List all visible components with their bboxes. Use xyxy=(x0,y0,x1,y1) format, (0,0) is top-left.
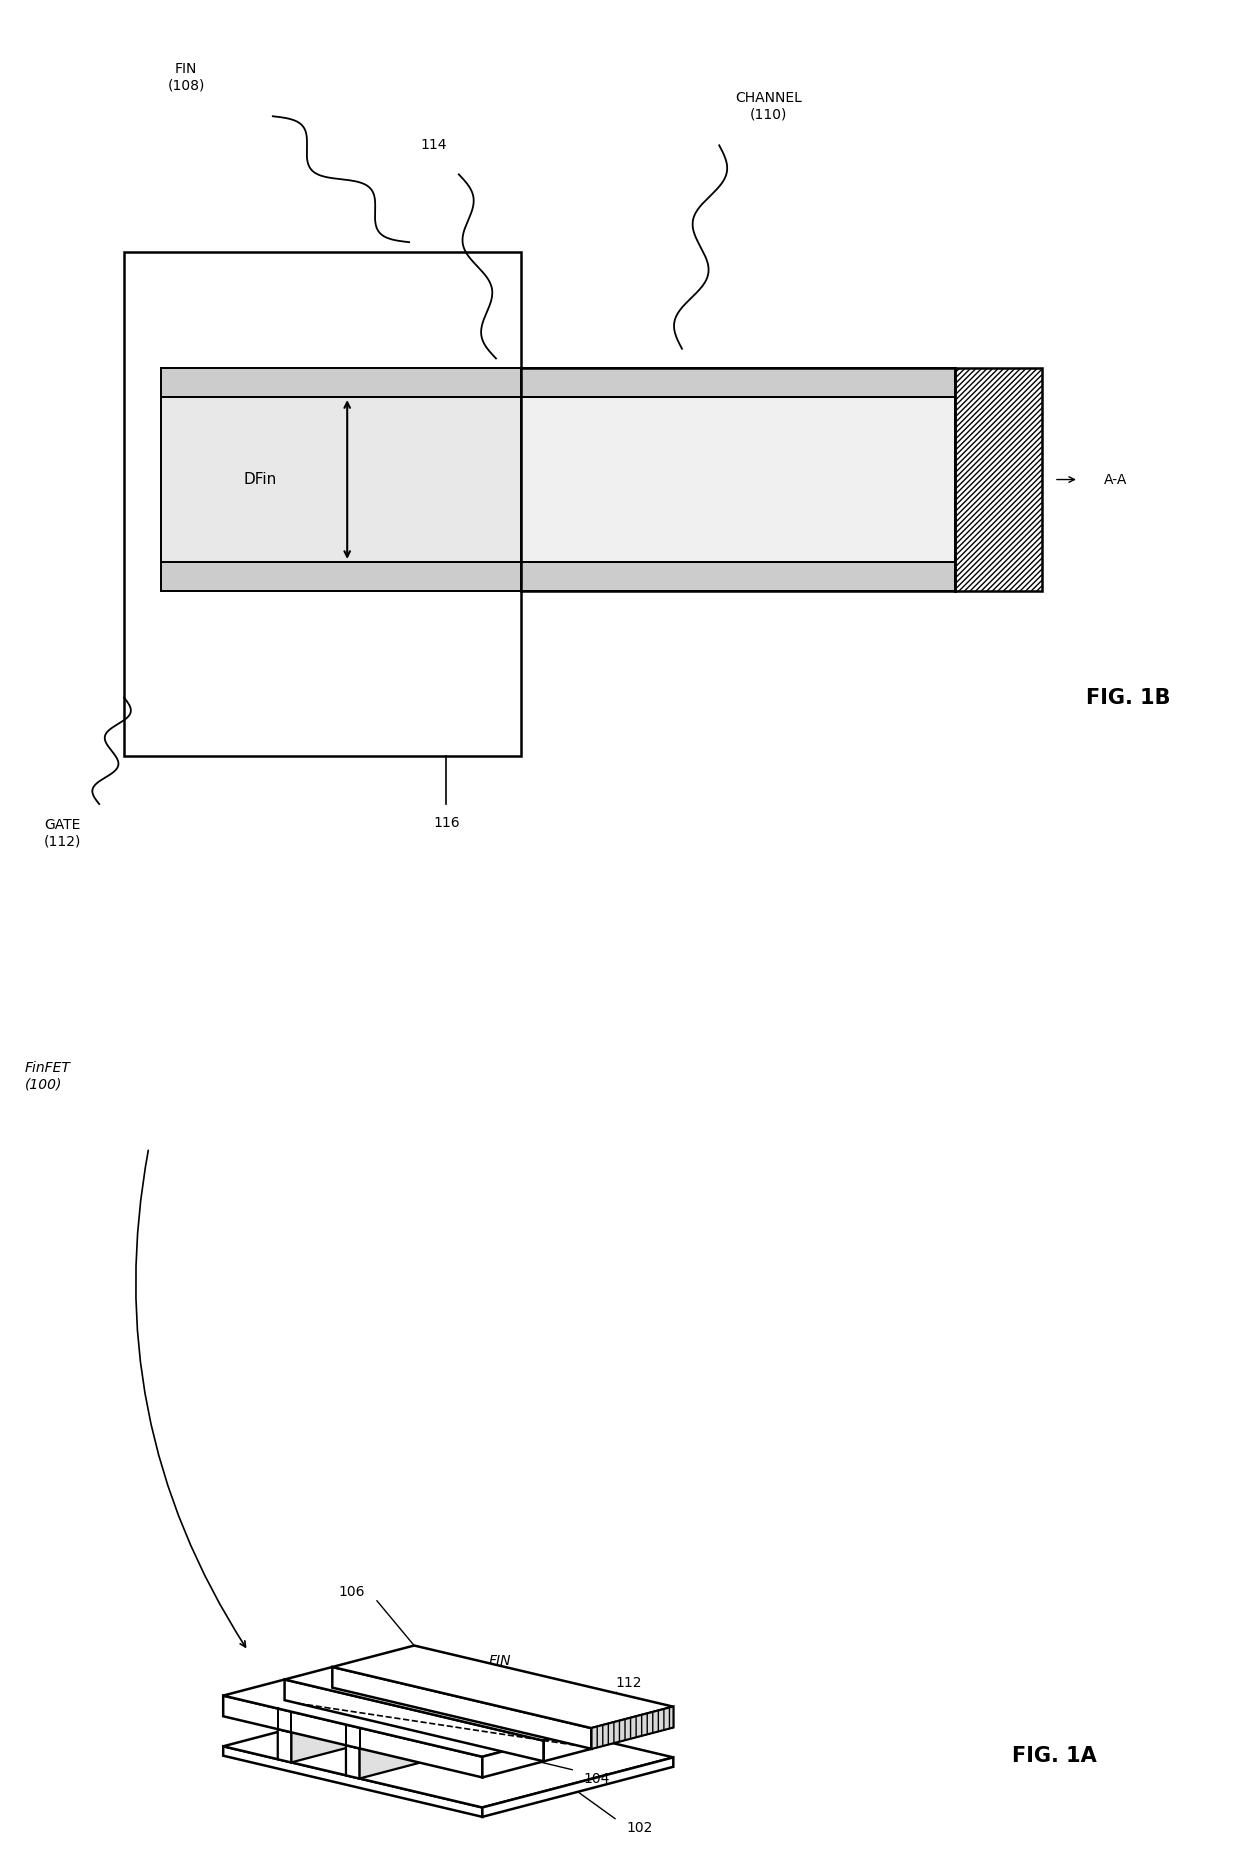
Text: 112: 112 xyxy=(615,1677,642,1690)
Bar xyxy=(955,369,1042,591)
Text: FinFET
(100): FinFET (100) xyxy=(25,1060,71,1092)
Text: 116: 116 xyxy=(433,816,460,831)
Polygon shape xyxy=(223,1695,482,1777)
Polygon shape xyxy=(346,1695,551,1749)
Bar xyxy=(521,369,955,397)
Polygon shape xyxy=(291,1682,482,1762)
Text: 102: 102 xyxy=(626,1820,653,1835)
Text: 114: 114 xyxy=(420,138,448,153)
Polygon shape xyxy=(278,1729,291,1762)
Polygon shape xyxy=(332,1645,673,1729)
Bar xyxy=(161,397,521,563)
Text: FIG. 1B: FIG. 1B xyxy=(1086,687,1171,708)
Polygon shape xyxy=(591,1707,673,1749)
Bar xyxy=(521,397,955,563)
Polygon shape xyxy=(360,1699,551,1779)
Polygon shape xyxy=(223,1746,482,1816)
Bar xyxy=(521,563,955,591)
Text: GATE: GATE xyxy=(335,1692,371,1707)
Text: A: A xyxy=(591,1731,601,1744)
Bar xyxy=(124,252,521,756)
Text: A-A: A-A xyxy=(1105,473,1127,486)
Text: GATE
(112): GATE (112) xyxy=(43,818,81,848)
Text: SOURCE: SOURCE xyxy=(263,1708,320,1721)
Text: FIG. 1A: FIG. 1A xyxy=(1012,1746,1096,1766)
Text: 104: 104 xyxy=(584,1772,610,1785)
Polygon shape xyxy=(346,1746,360,1779)
Text: 106: 106 xyxy=(339,1585,366,1598)
Polygon shape xyxy=(284,1680,544,1761)
Text: FIN
(108): FIN (108) xyxy=(167,61,205,93)
Text: A: A xyxy=(275,1688,284,1701)
Polygon shape xyxy=(591,1707,673,1749)
Polygon shape xyxy=(544,1729,591,1761)
Polygon shape xyxy=(223,1680,544,1757)
Bar xyxy=(161,369,521,397)
Text: DRAIN: DRAIN xyxy=(386,1679,429,1692)
Text: FIN
(108): FIN (108) xyxy=(481,1654,518,1684)
Bar xyxy=(161,563,521,591)
Polygon shape xyxy=(278,1679,482,1733)
Text: DFin: DFin xyxy=(244,471,277,486)
Polygon shape xyxy=(332,1667,591,1749)
Text: CHANNEL
(110): CHANNEL (110) xyxy=(735,91,802,121)
Polygon shape xyxy=(482,1757,673,1816)
Polygon shape xyxy=(482,1740,544,1777)
Polygon shape xyxy=(284,1667,591,1740)
Polygon shape xyxy=(223,1695,673,1807)
